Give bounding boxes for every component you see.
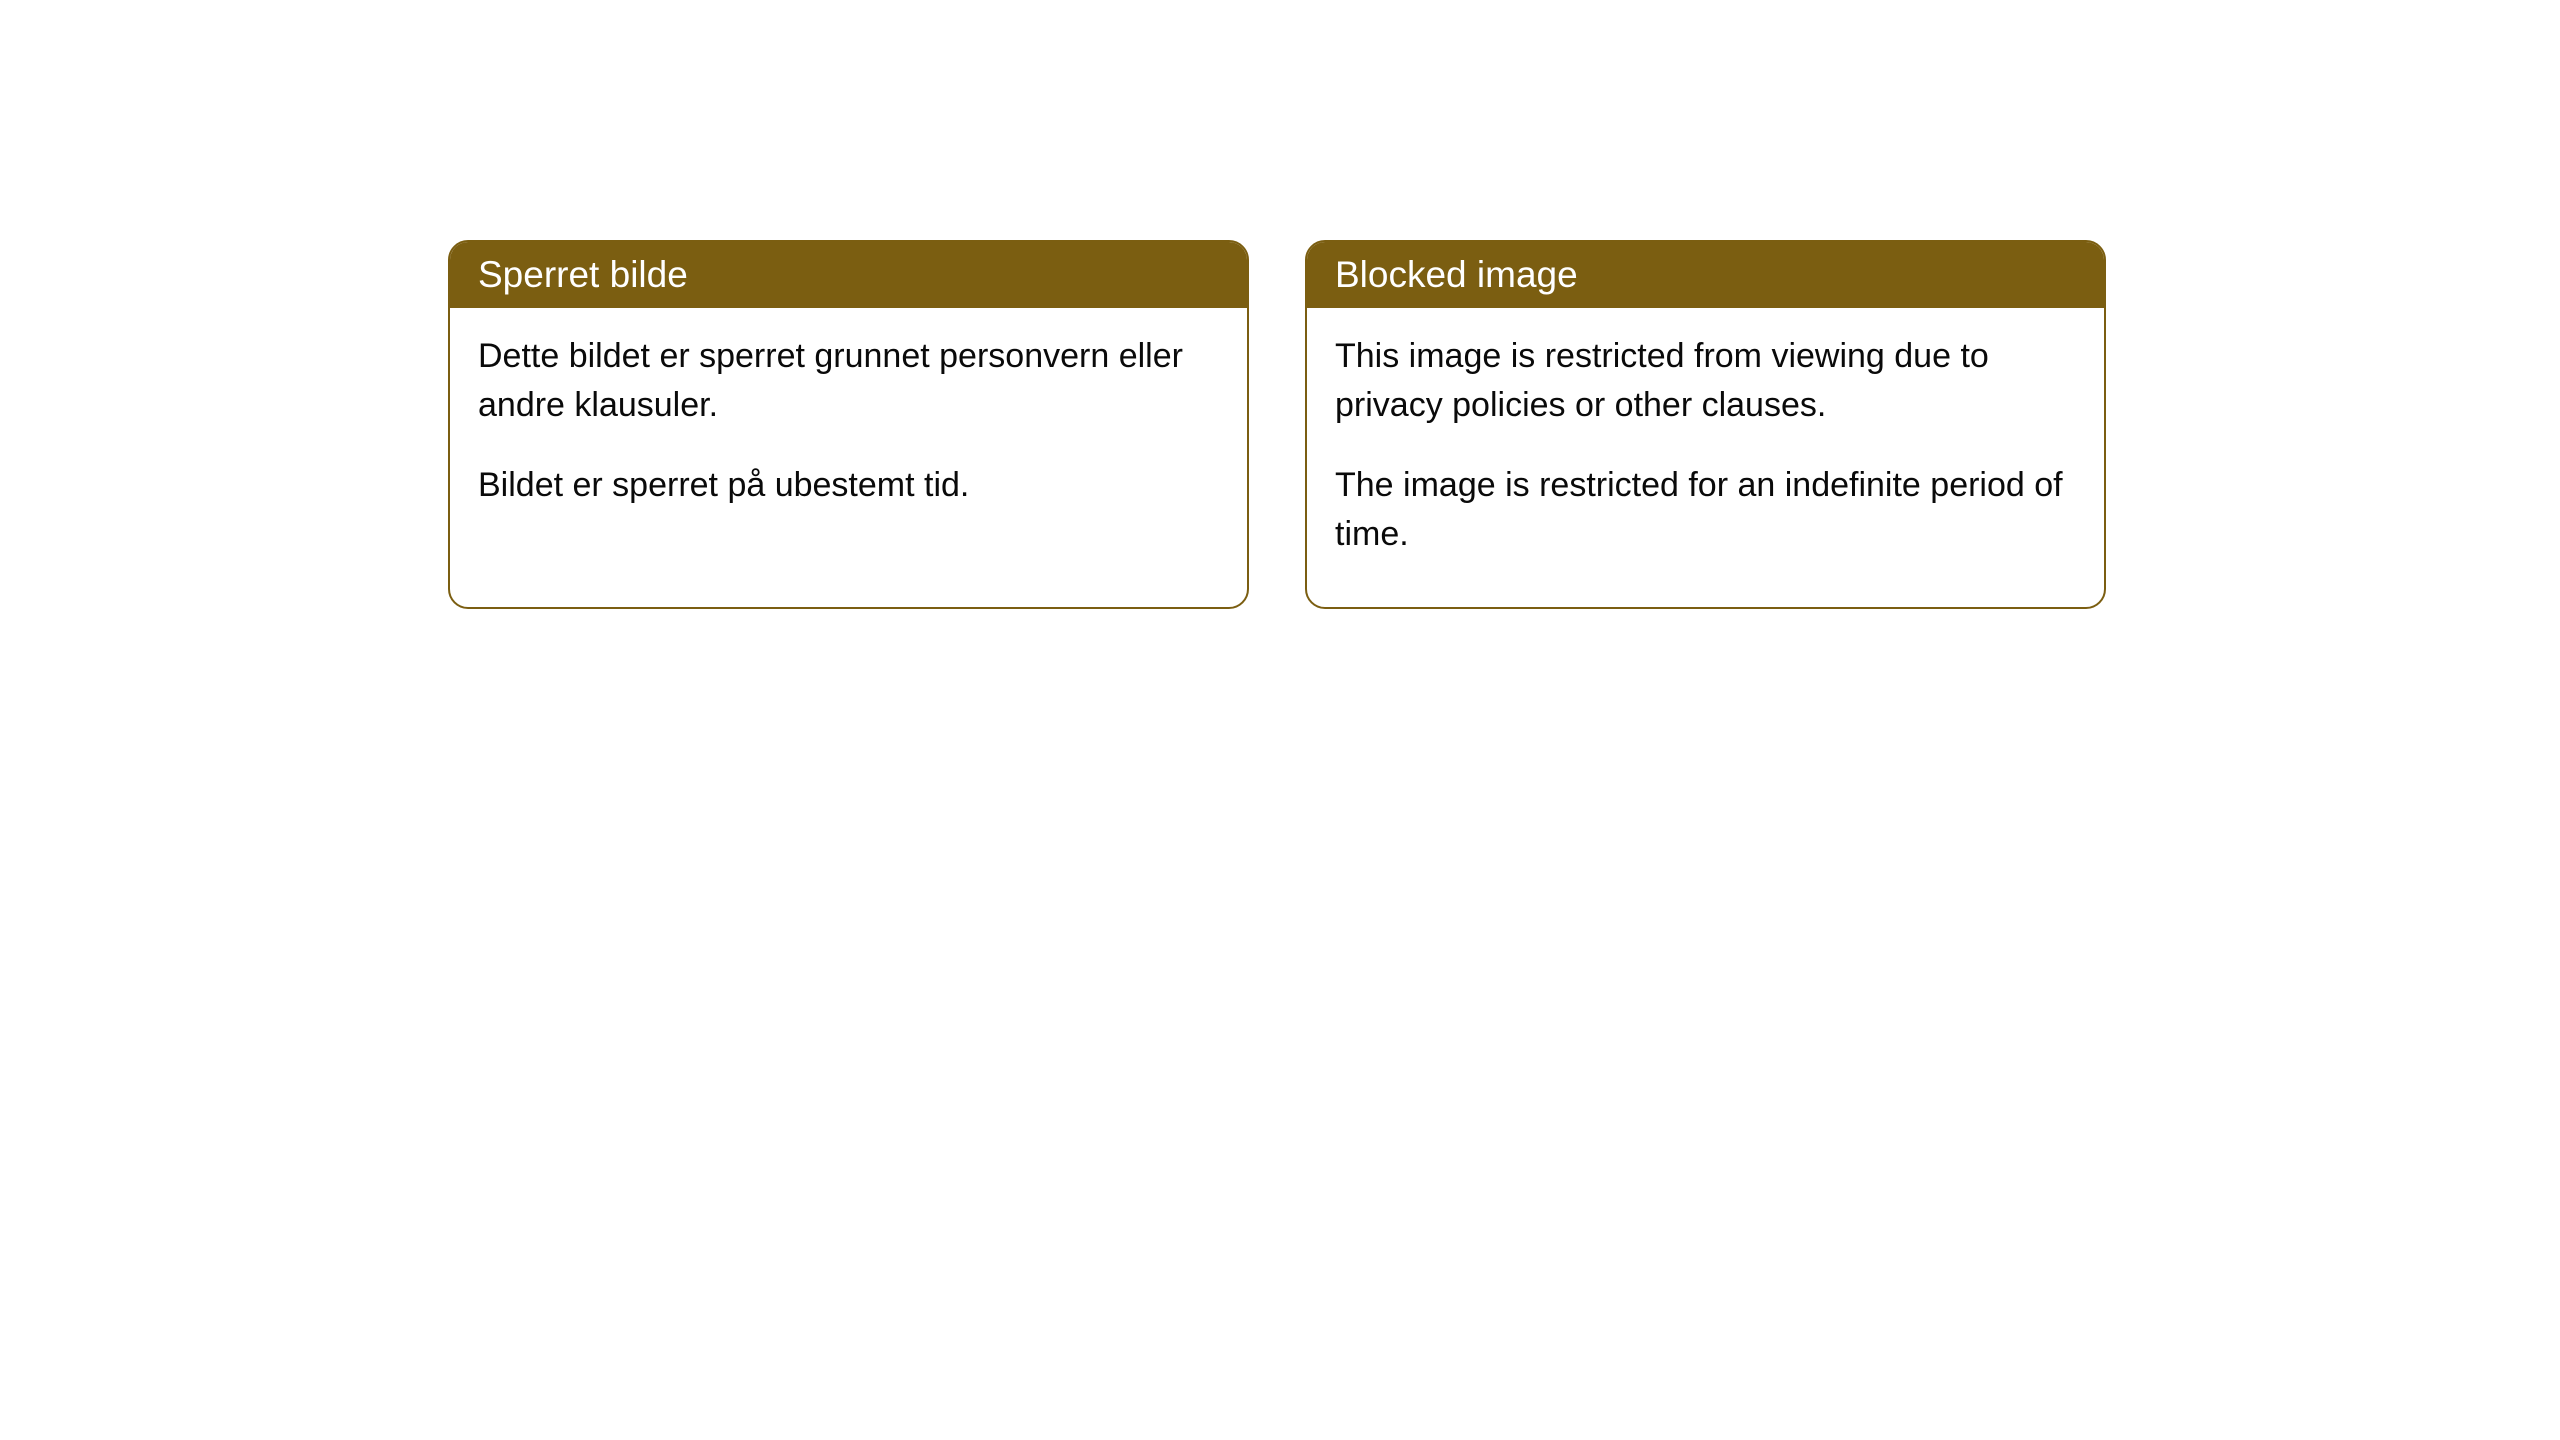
card-paragraph-norwegian-1: Dette bildet er sperret grunnet personve… [478,332,1219,431]
card-title-norwegian: Sperret bilde [478,254,688,295]
card-header-english: Blocked image [1307,242,2104,308]
card-paragraph-english-1: This image is restricted from viewing du… [1335,332,2076,431]
notice-cards-container: Sperret bilde Dette bildet er sperret gr… [448,240,2106,609]
blocked-image-card-norwegian: Sperret bilde Dette bildet er sperret gr… [448,240,1249,609]
blocked-image-card-english: Blocked image This image is restricted f… [1305,240,2106,609]
card-body-norwegian: Dette bildet er sperret grunnet personve… [450,308,1247,558]
card-header-norwegian: Sperret bilde [450,242,1247,308]
card-title-english: Blocked image [1335,254,1578,295]
card-paragraph-english-2: The image is restricted for an indefinit… [1335,461,2076,560]
card-body-english: This image is restricted from viewing du… [1307,308,2104,607]
card-paragraph-norwegian-2: Bildet er sperret på ubestemt tid. [478,461,1219,510]
